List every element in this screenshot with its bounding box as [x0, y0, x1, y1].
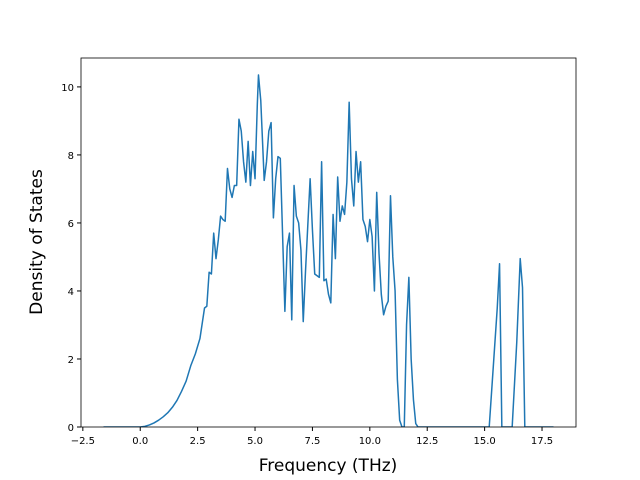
plot-frame [80, 57, 577, 428]
x-axis-label: Frequency (THz) [259, 456, 398, 476]
x-tick-label: 7.5 [304, 436, 320, 447]
x-tick-label: −2.5 [71, 436, 95, 447]
y-tick-label: 8 [68, 151, 74, 162]
x-tick-label: 2.5 [190, 436, 206, 447]
x-tick-label: 17.5 [531, 436, 553, 447]
x-tick-label: 0.0 [132, 436, 148, 447]
x-tick-label: 5.0 [247, 436, 263, 447]
y-tick-label: 6 [68, 219, 74, 230]
x-tick-label: 15.0 [473, 436, 495, 447]
y-tick-label: 4 [68, 287, 74, 298]
y-tick-label: 0 [68, 423, 74, 434]
dos-line [103, 74, 554, 427]
y-tick-label: 2 [68, 355, 74, 366]
y-tick-label: 10 [61, 83, 74, 94]
x-tick-label: 12.5 [416, 436, 438, 447]
x-tick-label: 10.0 [359, 436, 381, 447]
y-axis-label: Density of States [27, 169, 47, 315]
